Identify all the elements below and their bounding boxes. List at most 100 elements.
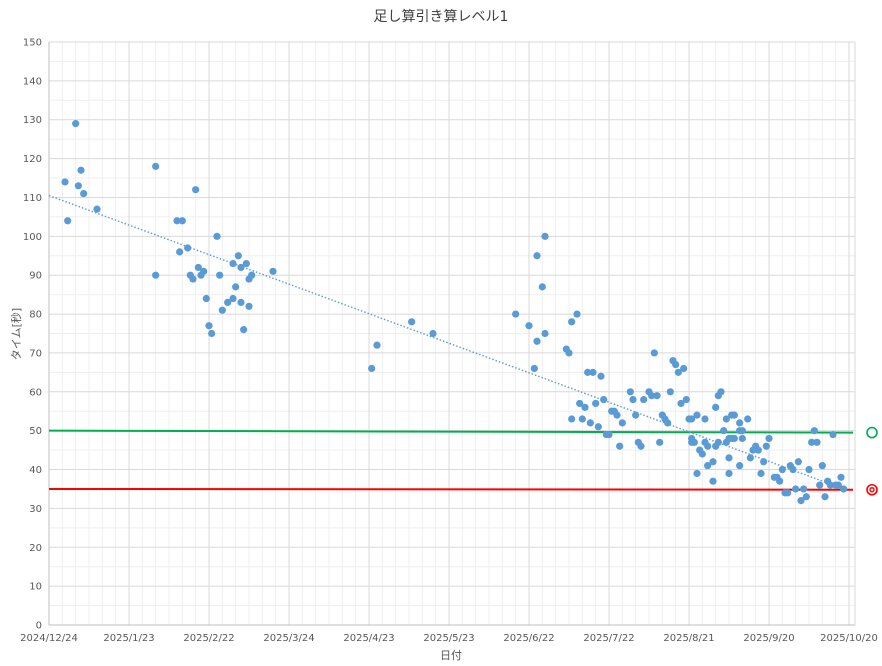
data-point xyxy=(173,217,181,225)
data-point xyxy=(93,205,101,213)
data-point xyxy=(826,481,834,489)
target-line xyxy=(48,429,854,434)
data-point xyxy=(205,322,213,330)
y-tick-label: 130 xyxy=(23,115,42,126)
trendline xyxy=(48,194,844,490)
data-point xyxy=(594,423,602,431)
data-point xyxy=(234,252,242,260)
data-point xyxy=(429,329,437,338)
data-point xyxy=(202,294,210,303)
data-point xyxy=(765,434,773,443)
data-point xyxy=(72,120,80,128)
data-point xyxy=(573,310,581,318)
circle-marker-icon xyxy=(866,426,878,439)
y-tick-label: 0 xyxy=(36,621,42,632)
data-point xyxy=(821,493,829,501)
data-point xyxy=(176,248,184,256)
data-point xyxy=(725,454,733,462)
data-point xyxy=(373,341,381,349)
y-tick-label: 30 xyxy=(29,504,42,515)
y-tick-label: 140 xyxy=(23,76,42,87)
data-point xyxy=(581,403,589,411)
data-point xyxy=(248,271,256,279)
data-point xyxy=(632,411,640,419)
data-point xyxy=(576,399,584,408)
y-tick-label: 60 xyxy=(29,387,42,398)
data-point xyxy=(586,419,594,427)
data-point xyxy=(208,329,216,338)
data-point xyxy=(637,442,645,450)
data-point xyxy=(613,411,621,419)
data-point xyxy=(738,434,746,443)
chart-title: 足し算引き算レベル1 xyxy=(374,9,509,25)
data-point xyxy=(629,395,637,404)
data-point xyxy=(714,438,722,446)
data-point xyxy=(688,415,696,423)
data-point xyxy=(533,337,541,345)
data-point xyxy=(568,318,576,326)
data-point xyxy=(192,186,200,194)
data-point xyxy=(269,267,277,275)
data-point xyxy=(80,189,88,198)
data-point xyxy=(704,462,712,470)
data-point xyxy=(666,388,674,396)
data-point xyxy=(568,415,576,423)
data-point xyxy=(693,469,701,478)
reference-lines xyxy=(48,194,878,496)
data-point xyxy=(77,166,85,174)
data-point xyxy=(64,217,72,225)
data-point xyxy=(808,438,816,446)
y-tick-label: 70 xyxy=(29,348,42,359)
data-point xyxy=(616,442,624,450)
data-point xyxy=(530,364,538,373)
data-point xyxy=(664,419,672,427)
data-point xyxy=(760,458,768,466)
data-point xyxy=(709,458,717,466)
data-point xyxy=(680,364,688,373)
data-point xyxy=(672,360,680,369)
gridlines xyxy=(48,41,856,626)
y-tick-label: 90 xyxy=(29,271,42,282)
data-point xyxy=(74,182,82,190)
data-point xyxy=(216,271,224,279)
data-point xyxy=(232,283,240,291)
data-point xyxy=(746,454,754,462)
y-tick-label: 100 xyxy=(23,232,42,243)
data-point xyxy=(834,481,842,489)
data-point xyxy=(184,244,192,252)
data-point xyxy=(229,294,237,303)
y-tick-label: 120 xyxy=(23,154,42,165)
data-point xyxy=(178,217,186,225)
data-point xyxy=(541,232,549,240)
data-point xyxy=(656,438,664,446)
data-point xyxy=(754,446,762,454)
data-point xyxy=(816,481,824,489)
y-tick-label: 10 xyxy=(29,582,42,593)
data-point xyxy=(720,427,728,435)
data-point xyxy=(541,329,549,338)
y-axis-ticks: 0 10 20 30 40 50 60 70 80 90 100 110 120 130 140 150 xyxy=(23,38,42,632)
data-point xyxy=(717,388,725,396)
y-tick-label: 80 xyxy=(29,310,42,321)
data-point xyxy=(677,399,685,408)
data-point xyxy=(840,485,848,493)
x-tick-label: 2025/3/24 xyxy=(263,633,314,644)
x-tick-label: 2025/6/22 xyxy=(503,633,554,644)
data-point xyxy=(61,178,69,186)
data-point xyxy=(592,399,600,408)
data-point xyxy=(650,349,658,357)
y-tick-label: 40 xyxy=(29,465,42,476)
data-point xyxy=(245,302,253,310)
data-point xyxy=(640,395,648,404)
data-point xyxy=(408,318,416,326)
data-point xyxy=(725,469,733,478)
data-point xyxy=(512,310,520,318)
data-point xyxy=(698,450,706,458)
data-point xyxy=(778,465,786,474)
data-point xyxy=(794,458,802,466)
x-axis-ticks: 2024/12/24 2025/1/23 2025/2/22 2025/3/24 202… xyxy=(20,633,878,644)
record-line xyxy=(48,487,854,491)
data-point xyxy=(152,162,160,170)
x-tick-label: 2024/12/24 xyxy=(20,633,78,644)
data-point xyxy=(738,427,746,435)
